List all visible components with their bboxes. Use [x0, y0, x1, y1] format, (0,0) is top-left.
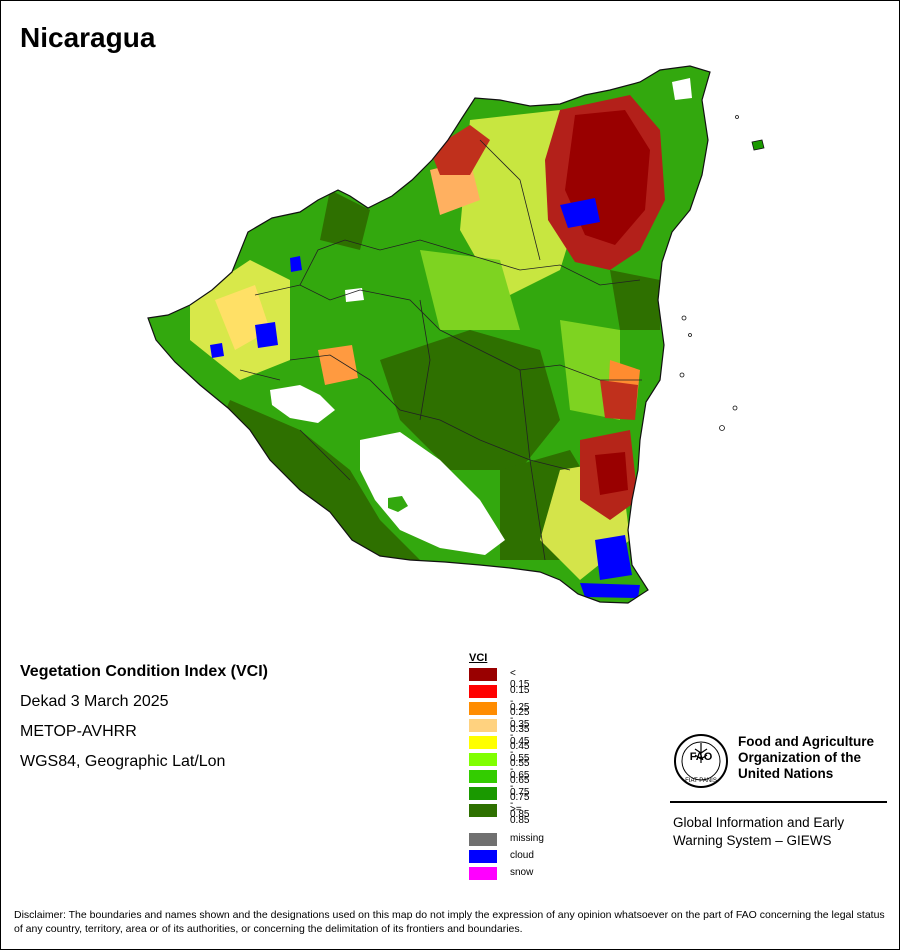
country-raster: [148, 66, 710, 603]
fao-name-line-3: United Nations: [738, 766, 834, 781]
lake-nicaragua: [360, 432, 505, 555]
vci-high-east: [610, 270, 660, 330]
map-info: Vegetation Condition Index (VCI) Dekad 3…: [20, 657, 268, 777]
legend-class-label: 0.45 - 0.55: [510, 736, 530, 769]
legend-special-swatch: [469, 833, 497, 846]
vci-map: [147, 65, 765, 604]
legend-special-row: snow: [469, 865, 533, 882]
giews-label: Global Information and Early Warning Sys…: [673, 814, 893, 850]
legend-class-swatch: [469, 719, 497, 732]
vci-high-central: [380, 330, 560, 470]
cloud-patch-west-2: [210, 343, 224, 358]
legend-class-swatch: [469, 685, 497, 698]
fao-name-line-1: Food and Agriculture: [738, 734, 874, 749]
legend-special-label: cloud: [510, 850, 534, 861]
lake-managua: [270, 385, 335, 423]
legend-class-row: 0.55 - 0.65: [469, 751, 529, 786]
map-legend: VCI < 0.15 0.15 - 0.25 0.25 - 0.35 0.35 - 0…: [469, 652, 544, 882]
legend-special-swatch: [469, 850, 497, 863]
sensor-label: METOP-AVHRR: [20, 723, 137, 740]
department-boundaries: [239, 139, 642, 561]
legend-class-swatch: [469, 753, 497, 766]
legend-class-label: 0.65 - 0.75: [510, 770, 530, 803]
legend-special: missing cloud snow: [469, 831, 544, 882]
fao-name-line-2: Organization of the: [738, 750, 861, 765]
legend-class-label: 0.75 - 0.85: [510, 787, 530, 820]
legend-title: VCI: [469, 652, 488, 664]
missing-patch-north: [345, 288, 364, 302]
lake-island: [388, 496, 408, 512]
vci-low-east: [600, 380, 638, 420]
legend-class-row: < 0.15: [469, 666, 529, 690]
legend-class-swatch: [469, 770, 497, 783]
legend-class-swatch: [469, 668, 497, 681]
legend-class-row: 0.35 - 0.45: [469, 717, 529, 752]
legend-special-row: cloud: [469, 848, 534, 865]
branding-divider: [670, 801, 887, 803]
legend-class-row: 0.15 - 0.25: [469, 683, 529, 718]
legend-class-label: >= 0.85: [510, 804, 530, 826]
missing-patch-ne-coast: [672, 78, 692, 100]
legend-special-swatch: [469, 867, 497, 880]
legend-class-label: 0.15 - 0.25: [510, 685, 530, 718]
disclaimer: Disclaimer: The boundaries and names sho…: [14, 909, 885, 935]
legend-special-row: missing: [469, 831, 544, 848]
legend-class-swatch: [469, 702, 497, 715]
legend-class-swatch: [469, 736, 497, 749]
legend-classes: < 0.15 0.15 - 0.25 0.25 - 0.35 0.35 - 0.45 0…: [469, 666, 529, 826]
vci-low-southeast-2: [595, 452, 628, 495]
legend-class-swatch: [469, 804, 497, 817]
cloud-patch-northeast: [560, 198, 600, 228]
giews-line-2: Warning System – GIEWS: [673, 833, 832, 848]
legend-class-label: 0.25 - 0.35: [510, 702, 530, 735]
legend-class-label: < 0.15: [510, 668, 530, 690]
fao-logo-motto: FIAT PANIS: [685, 778, 717, 784]
legend-special-label: snow: [510, 867, 534, 878]
cloud-patch-southeast: [595, 535, 632, 580]
cloud-patch-west: [255, 322, 278, 348]
cloud-patch-south-coast: [580, 583, 640, 598]
legend-class-swatch: [469, 787, 497, 800]
giews-line-1: Global Information and Early: [673, 815, 845, 830]
vci-low-north-strip: [430, 125, 490, 175]
offshore-islands: [679, 115, 765, 431]
legend-class-label: 0.35 - 0.45: [510, 719, 530, 752]
projection-label: WGS84, Geographic Lat/Lon: [20, 753, 226, 770]
legend-class-row: >= 0.85: [469, 802, 529, 826]
legend-class-row: 0.75 - 0.85: [469, 785, 529, 820]
cloud-patch-north: [290, 256, 302, 272]
map-title: Nicaragua: [20, 22, 156, 53]
legend-class-row: 0.25 - 0.35: [469, 700, 529, 735]
legend-special-label: missing: [510, 833, 544, 844]
fao-name: Food and Agriculture Organization of the…: [738, 734, 898, 782]
legend-class-label: 0.55 - 0.65: [510, 753, 530, 786]
period-label: Dekad 3 March 2025: [20, 693, 169, 710]
fao-logo-icon: FAO FIAT PANIS: [674, 734, 728, 788]
vci-high-north: [320, 190, 370, 250]
legend-class-row: 0.45 - 0.55: [469, 734, 529, 769]
legend-class-row: 0.65 - 0.75: [469, 768, 529, 803]
index-title: Vegetation Condition Index (VCI): [20, 663, 268, 680]
vci-orange-west: [318, 345, 358, 385]
vci-light-centre: [420, 250, 520, 330]
